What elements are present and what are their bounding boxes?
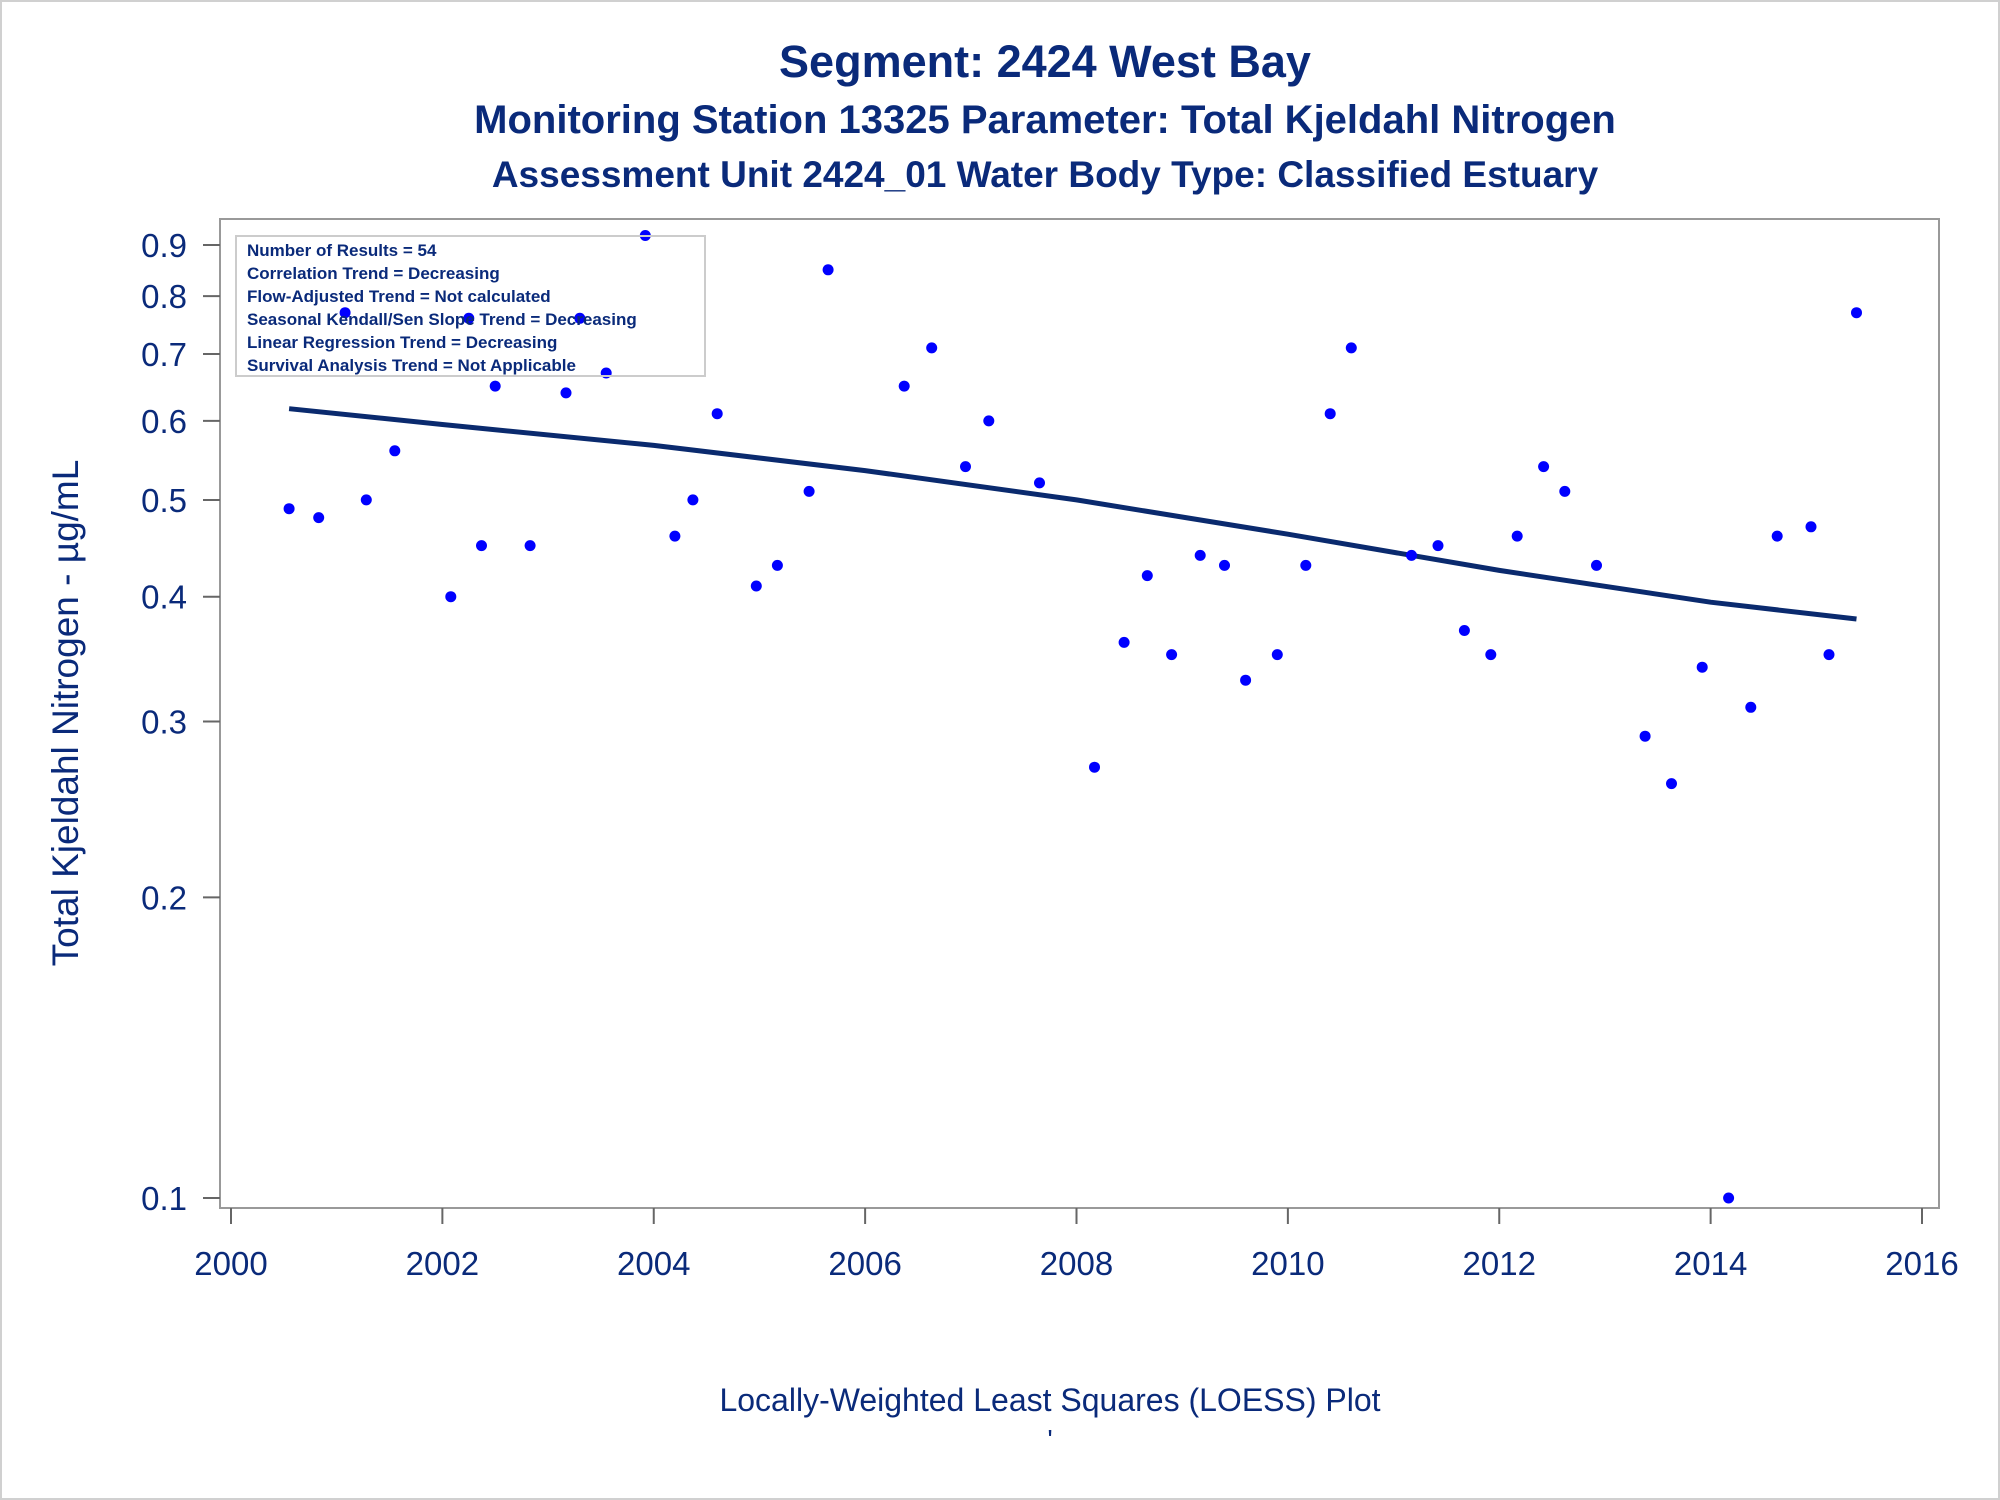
footnote-caption: Locally-Weighted Least Squares (LOESS) P… <box>719 1382 1381 1418</box>
data-point <box>1194 549 1206 561</box>
data-point <box>1458 625 1470 636</box>
data-point <box>898 380 910 392</box>
data-point <box>983 415 995 427</box>
data-point <box>1324 408 1336 420</box>
data-point <box>1406 549 1417 561</box>
data-point <box>771 559 783 571</box>
data-point <box>822 264 834 276</box>
data-point <box>1805 521 1817 533</box>
footnote-mark: ' <box>1047 1424 1053 1455</box>
data-point <box>339 307 351 319</box>
y-tick-label: 0.5 <box>141 482 187 519</box>
data-point <box>283 503 295 515</box>
data-point <box>1141 570 1153 582</box>
data-point <box>389 445 401 457</box>
data-point <box>463 312 475 324</box>
stats-line-survival-analysis: Survival Analysis Trend = Not Applicable <box>247 356 576 375</box>
stats-line-flow-adjusted: Flow-Adjusted Trend = Not calculated <box>247 287 551 306</box>
data-point <box>1591 559 1602 571</box>
x-tick-label: 2014 <box>1674 1245 1747 1282</box>
data-point <box>1271 649 1283 661</box>
data-point <box>1696 661 1708 673</box>
data-point <box>360 494 372 506</box>
data-point <box>476 540 487 552</box>
data-point <box>687 494 699 506</box>
data-point <box>1559 485 1571 497</box>
data-point <box>750 580 762 592</box>
y-tick-label: 0.6 <box>141 403 187 440</box>
data-point <box>1823 649 1835 661</box>
data-point <box>560 387 572 399</box>
data-point <box>313 512 325 524</box>
x-tick-label: 2004 <box>617 1245 690 1282</box>
stats-line-linear-regression: Linear Regression Trend = Decreasing <box>247 333 557 352</box>
stats-box-frame <box>235 235 706 377</box>
stats-line-results: Number of Results = 54 <box>247 241 437 260</box>
loess-trend-line <box>288 406 1857 622</box>
data-point <box>1851 307 1862 319</box>
x-axis: 2000 2002 2004 2006 2008 2010 2012 2014 2016 <box>194 1208 1959 1282</box>
data-point <box>1118 636 1130 648</box>
data-point <box>1485 649 1497 661</box>
data-point <box>445 591 457 603</box>
data-point <box>960 461 971 473</box>
y-tick-label: 0.2 <box>141 879 187 916</box>
x-tick-label: 2006 <box>828 1245 901 1282</box>
x-tick-label: 2010 <box>1251 1245 1324 1282</box>
stats-line-seasonal-kendall: Seasonal Kendall/Sen Slope Trend = Decre… <box>247 310 637 329</box>
y-tick-label: 0.4 <box>141 579 187 616</box>
stats-line-correlation: Correlation Trend = Decreasing <box>247 264 500 283</box>
plot-area <box>219 218 1940 1209</box>
data-point <box>1666 778 1677 790</box>
x-tick-label: 2016 <box>1885 1245 1958 1282</box>
data-point <box>1723 1192 1735 1204</box>
y-axis-title: Total Kjeldahl Nitrogen - µg/mL <box>45 460 86 967</box>
chart-title: Segment: 2424 West Bay <box>779 36 1311 87</box>
x-tick-label: 2008 <box>1040 1245 1113 1282</box>
chart-subtitle: Monitoring Station 13325 Parameter: Tota… <box>474 98 1616 142</box>
data-point <box>1345 342 1357 354</box>
series-layer <box>283 230 1862 1204</box>
chart-subtitle-2: Assessment Unit 2424_01 Water Body Type:… <box>491 154 1599 195</box>
data-point <box>1300 559 1312 571</box>
data-point <box>1166 649 1178 661</box>
data-point <box>524 540 536 552</box>
y-tick-label: 0.3 <box>141 704 187 741</box>
stats-legend-box: Number of Results = 54 Correlation Trend… <box>235 235 706 377</box>
data-point <box>1240 674 1252 686</box>
data-point <box>1538 461 1550 473</box>
y-axis: 0.1 0.2 0.3 0.4 0.5 0.6 0.7 0.8 0.9 <box>141 227 220 1217</box>
x-tick-label: 2002 <box>406 1245 479 1282</box>
data-point <box>803 485 815 497</box>
x-tick-label: 2000 <box>194 1245 267 1282</box>
data-point <box>1089 761 1100 773</box>
data-point <box>574 312 586 324</box>
data-point <box>1639 730 1651 742</box>
data-point <box>489 380 501 392</box>
data-point <box>1745 701 1757 713</box>
x-tick-label: 2012 <box>1463 1245 1536 1282</box>
data-point <box>1511 530 1523 542</box>
y-tick-label: 0.8 <box>141 278 187 315</box>
data-point <box>926 342 938 354</box>
data-point <box>1771 530 1783 542</box>
data-point <box>711 408 723 420</box>
data-point <box>669 530 681 542</box>
data-point <box>1219 559 1230 571</box>
data-point <box>1432 540 1444 552</box>
y-tick-label: 0.9 <box>141 227 187 264</box>
y-tick-label: 0.1 <box>141 1180 187 1217</box>
data-point <box>1034 477 1045 489</box>
y-tick-label: 0.7 <box>141 336 187 373</box>
